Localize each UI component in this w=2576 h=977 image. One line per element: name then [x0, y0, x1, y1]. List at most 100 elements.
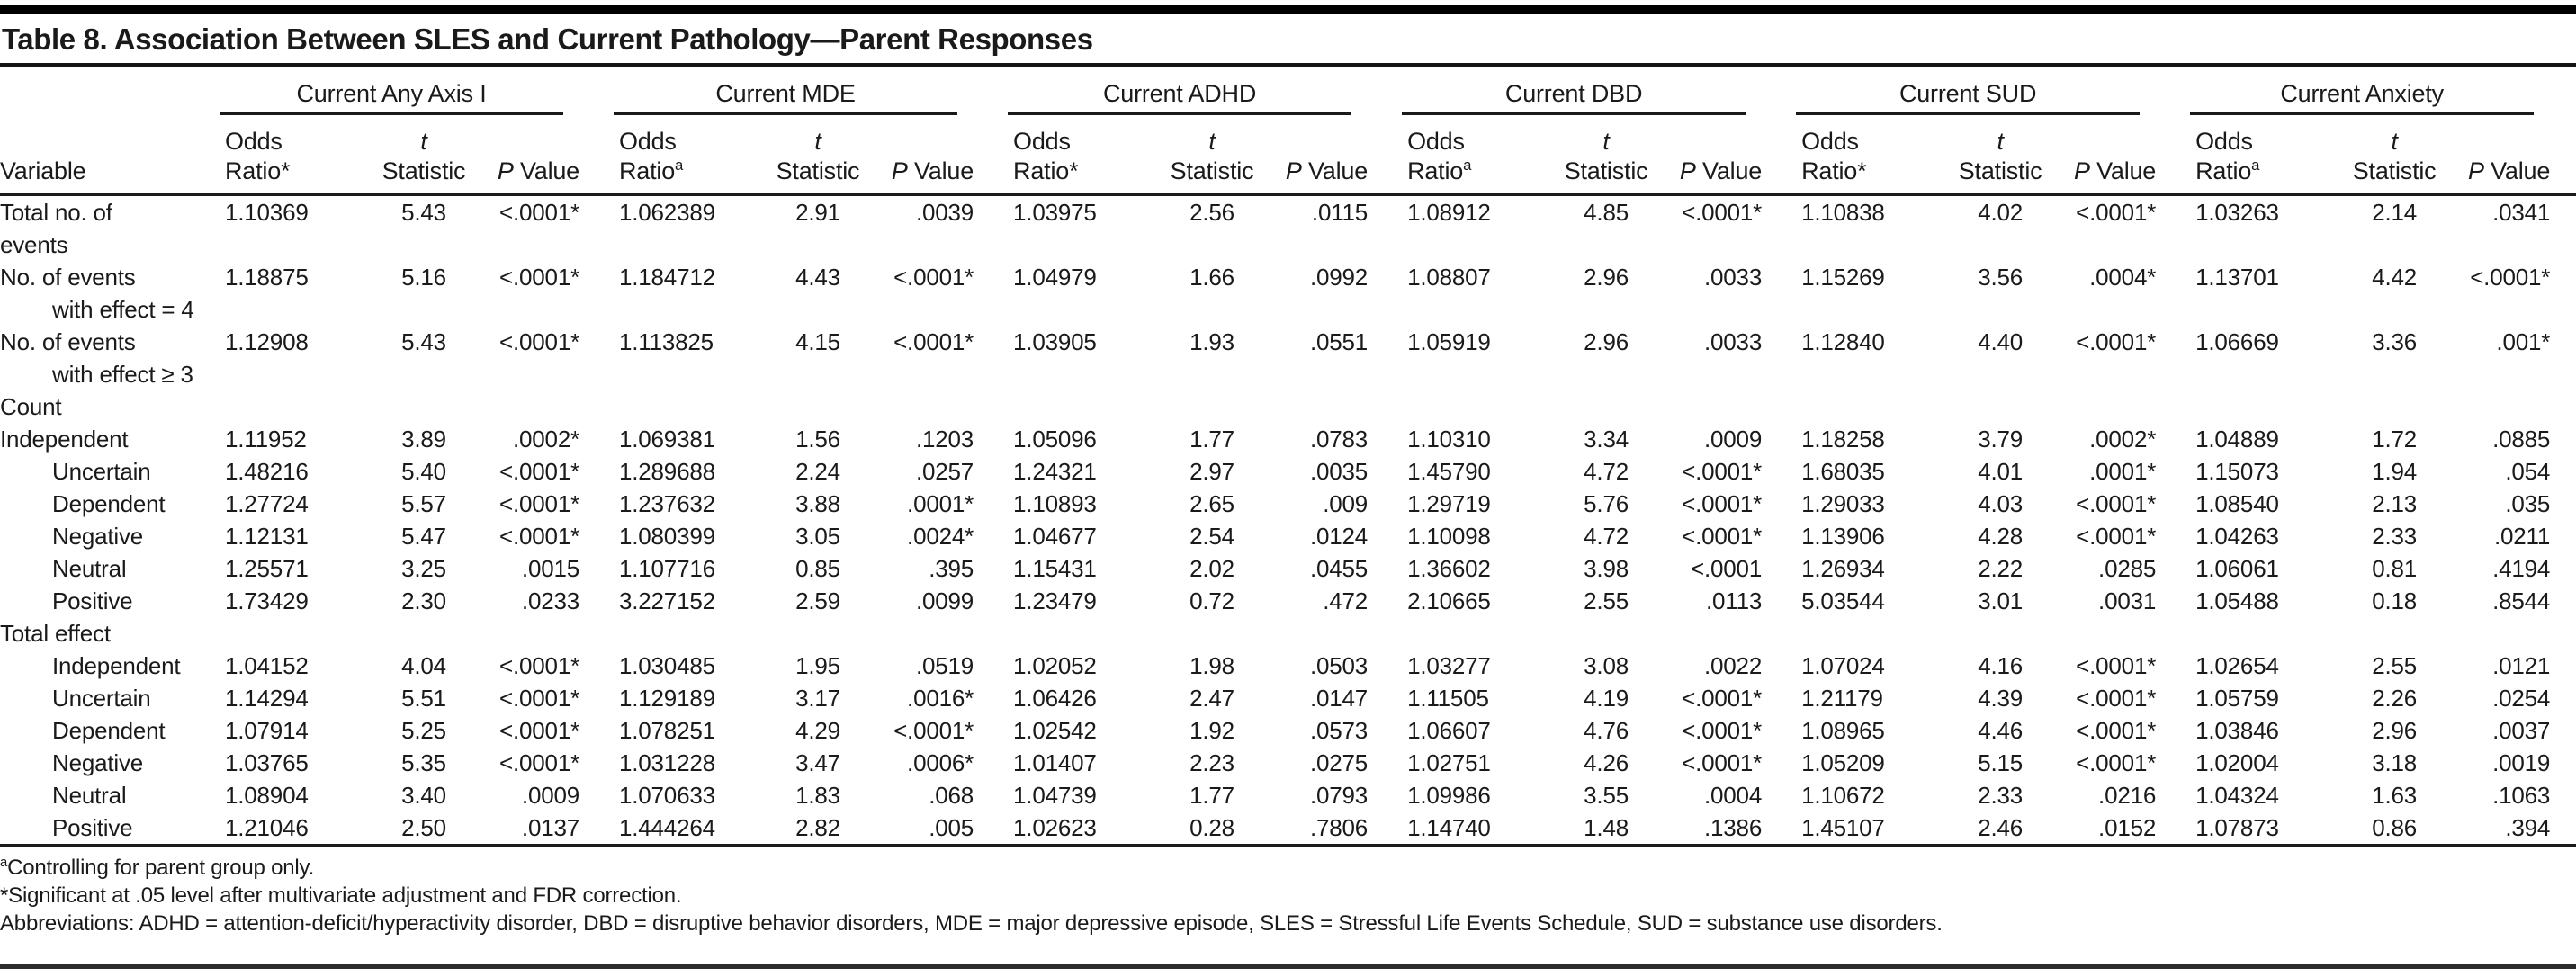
odds-ratio-cell: 1.06061	[2195, 554, 2279, 582]
p-value-cell: <.0001*	[499, 651, 579, 679]
column-group-header: Current SUD	[1796, 80, 2141, 115]
odds-ratio-cell: 1.14740	[1407, 813, 1491, 841]
odds-ratio-cell: 1.02052	[1013, 651, 1097, 679]
p-value-cell: <.0001*	[499, 457, 579, 485]
odds-ratio-cell: 1.07024	[1801, 651, 1885, 679]
odds-ratio-cell: 1.05209	[1801, 748, 1885, 776]
odds-ratio-cell: 1.05919	[1407, 327, 1491, 355]
p-value-cell: .0341	[2492, 198, 2551, 226]
odds-ratio-cell: 1.15073	[2195, 457, 2279, 485]
p-value-cell: <.0001*	[1682, 198, 1763, 226]
row-label: Neutral	[52, 554, 127, 582]
table-row: Neutral 1.08904 3.40 .0009 1.070633 1.83 .068 1…	[0, 779, 2576, 811]
odds-ratio-cell: 1.73429	[225, 587, 309, 614]
odds-ratio-cell: 1.03263	[2195, 198, 2279, 226]
odds-ratio-cell: 1.45107	[1801, 813, 1885, 841]
t-statistic-cell: 1.92	[1189, 716, 1234, 744]
variable-column-header: Variable	[0, 157, 86, 184]
t-statistic-cell: 1.94	[2372, 457, 2418, 485]
t-statistic-cell: 4.02	[1978, 198, 2023, 226]
t-statistic-cell: 3.05	[795, 522, 840, 550]
col-header-t-statistic: t Statistic	[776, 127, 860, 184]
group-header-row: Current Any Axis I Current MDE Current ADH…	[0, 68, 2576, 115]
t-statistic-cell: 4.72	[1584, 457, 1629, 485]
t-statistic-cell: 2.55	[1584, 587, 1629, 614]
column-group-header-cell: Current DBD	[1395, 68, 1789, 115]
p-value-cell: .0257	[915, 457, 974, 485]
p-value-cell: .0009	[521, 781, 579, 809]
t-statistic-cell: 2.23	[1189, 748, 1234, 776]
t-statistic-cell: 5.35	[401, 748, 446, 776]
t-statistic-cell: 2.13	[2372, 489, 2418, 517]
p-value-cell: .0152	[2098, 813, 2157, 841]
odds-ratio-cell: 1.05488	[2195, 587, 2279, 614]
odds-ratio-cell: 1.02654	[2195, 651, 2279, 679]
odds-ratio-cell: 1.03765	[225, 748, 309, 776]
odds-ratio-cell: 1.29719	[1407, 489, 1491, 517]
p-value-cell: <.0001*	[1682, 748, 1763, 776]
t-statistic-cell: 3.17	[795, 684, 840, 712]
p-value-cell: .4194	[2492, 554, 2551, 582]
p-value-cell: .0004	[1704, 781, 1763, 809]
t-statistic-cell: 2.96	[1584, 327, 1629, 355]
t-statistic-cell: 3.25	[401, 554, 446, 582]
superscript-a: a	[2251, 156, 2260, 174]
t-statistic-cell: 4.40	[1978, 327, 2023, 355]
p-value-cell: .054	[2505, 457, 2551, 485]
odds-ratio-cell: 1.10310	[1407, 425, 1491, 453]
section-label: Count	[0, 392, 62, 420]
odds-ratio-cell: 5.03544	[1801, 587, 1885, 614]
p-value-cell: .0006*	[907, 748, 974, 776]
t-statistic-cell: 4.72	[1584, 522, 1629, 550]
t-statistic-cell: 0.72	[1189, 587, 1234, 614]
p-value-cell: <.0001*	[893, 327, 974, 355]
footnote: *Significant at .05 level after multivar…	[0, 883, 682, 908]
odds-ratio-cell: 1.08540	[2195, 489, 2279, 517]
p-value-cell: .0033	[1704, 263, 1763, 291]
top-rule	[0, 5, 2576, 14]
t-statistic-cell: 3.79	[1978, 425, 2023, 453]
t-statistic-cell: 3.18	[2372, 748, 2418, 776]
odds-ratio-cell: 1.12840	[1801, 327, 1885, 355]
t-statistic-cell: 4.29	[795, 716, 840, 744]
t-statistic-cell: 3.47	[795, 748, 840, 776]
t-statistic-cell: 4.16	[1978, 651, 2023, 679]
odds-ratio-cell: 2.10665	[1407, 587, 1491, 614]
t-statistic-cell: 5.47	[401, 522, 446, 550]
p-value-cell: .0519	[915, 651, 974, 679]
p-value-cell: <.0001*	[893, 716, 974, 744]
odds-ratio-cell: 1.09986	[1407, 781, 1491, 809]
row-label: Uncertain	[52, 684, 151, 712]
p-value-cell: <.0001*	[2076, 748, 2157, 776]
p-value-cell: .0992	[1309, 263, 1369, 291]
col-header-t-statistic: t Statistic	[1170, 127, 1254, 184]
col-header-p-value: P Value	[1679, 157, 1763, 184]
odds-ratio-cell: 1.18875	[225, 263, 309, 291]
t-statistic-cell: 4.42	[2372, 263, 2418, 291]
odds-ratio-cell: 1.06426	[1013, 684, 1097, 712]
t-statistic-cell: 1.77	[1189, 781, 1234, 809]
t-statistic-cell: 5.25	[401, 716, 446, 744]
odds-ratio-cell: 1.06669	[2195, 327, 2279, 355]
table-row: Uncertain 1.14294 5.51 <.0001* 1.129189 3.17.…	[0, 682, 2576, 714]
odds-ratio-cell: 1.08807	[1407, 263, 1491, 291]
table-row: Dependent 1.27724 5.57 <.0001* 1.237632 3.88.…	[0, 488, 2576, 520]
odds-ratio-cell: 1.04324	[2195, 781, 2279, 809]
t-statistic-cell: 3.89	[401, 425, 446, 453]
p-value-cell: .395	[929, 554, 974, 582]
p-value-cell: <.0001*	[499, 522, 579, 550]
t-statistic-cell: 5.15	[1978, 748, 2023, 776]
t-statistic-cell: 2.97	[1189, 457, 1234, 485]
odds-ratio-cell: 1.36602	[1407, 554, 1491, 582]
empty-cell	[212, 390, 2576, 423]
odds-ratio-cell: 1.45790	[1407, 457, 1491, 485]
table-row: Uncertain 1.48216 5.40 <.0001* 1.289688 2.24.…	[0, 455, 2576, 488]
t-statistic-cell: 3.55	[1584, 781, 1629, 809]
t-statistic-cell: 4.28	[1978, 522, 2023, 550]
table-title: Table 8. Association Between SLES and Cu…	[2, 22, 1093, 56]
table-row: No. of events with effect ≥ 3 1.12908 5.43 <…	[0, 326, 2576, 390]
t-statistic-cell: 4.76	[1584, 716, 1629, 744]
t-statistic-cell: 1.63	[2372, 781, 2418, 809]
p-value-cell: .0503	[1309, 651, 1369, 679]
